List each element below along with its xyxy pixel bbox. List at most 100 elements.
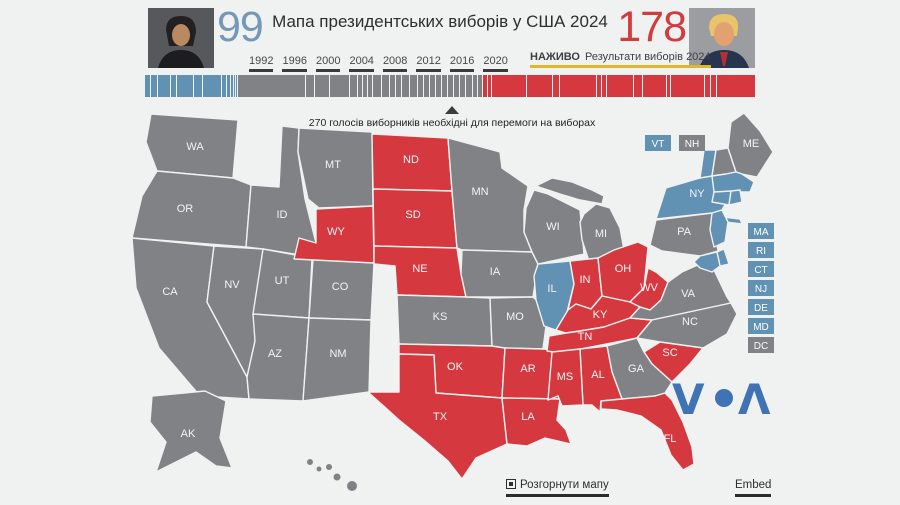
state-label-MI: MI [595,228,607,240]
state-box-NH[interactable] [679,135,705,151]
ev-bar-segment-undecided [430,75,436,97]
embed-underline [735,494,772,497]
year-tab-underline [282,69,307,72]
state-HI-island-4[interactable] [333,473,341,481]
tab-year-2020[interactable]: 2020 [483,55,508,72]
year-tab-underline [416,69,441,72]
state-box-MA[interactable] [748,223,774,239]
state-box-label-DC: DC [754,341,768,352]
expand-map-label: Розгорнути мапу [520,479,609,491]
ev-bar-segment-undecided [473,75,478,97]
state-HI-island-1[interactable] [307,459,313,465]
trump-silhouette [699,14,749,68]
state-HI-island-3[interactable] [326,464,332,470]
state-HI-island-2[interactable] [316,466,322,472]
page-title: Мапа президентських виборів у США 2024 [272,12,608,31]
state-label-MN: MN [471,186,488,198]
electoral-vote-bar [145,75,755,97]
ev-bar-segment-rep [488,75,492,97]
state-CT[interactable] [711,190,732,206]
year-tab-underline [449,69,475,72]
state-box-NJ[interactable] [748,280,774,296]
threshold-caption: 270 голосів виборників необхідні для пер… [308,117,596,129]
live-badge: НАЖИВО [530,51,580,63]
state-box-DC[interactable] [748,337,774,353]
ev-bar-segment-undecided [330,75,350,97]
ev-bar-segment-undecided [460,75,466,97]
live-results-label: Результати виборів 2024 [584,51,711,63]
state-RI[interactable] [728,189,743,206]
ev-bar-segment-rep [597,75,602,97]
ev-bar-segment-dem [231,75,234,97]
ev-bar-segment-dem [222,75,227,97]
state-NJ[interactable] [709,209,729,248]
embed-button[interactable]: Embed [735,479,772,497]
state-FL[interactable] [600,392,695,471]
tab-year-2008[interactable]: 2008 [382,55,408,72]
ev-bar-segment-rep [553,75,560,97]
tab-year-1992[interactable]: 1992 [249,55,274,72]
expand-map-button[interactable]: Розгорнути мапу [506,479,609,497]
ev-bar-segment-dem [151,75,158,97]
tab-year-1996[interactable]: 1996 [282,55,307,72]
state-AK[interactable] [149,390,233,473]
ev-bar-segment-undecided [238,75,306,97]
ev-bar-segment-rep [483,75,488,97]
tab-year-2004[interactable]: 2004 [349,55,374,72]
ev-bar-segment-undecided [454,75,460,97]
state-box-label-VT: VT [652,139,665,150]
expand-underline [506,494,609,497]
state-label-ME: ME [743,138,760,150]
ev-bar-segment-dem [194,75,203,97]
state-MD[interactable] [693,251,721,273]
state-label-OR: OR [177,203,194,215]
state-NC[interactable] [636,302,738,349]
state-label-TX: TX [433,411,448,423]
state-box-VT[interactable] [645,135,671,151]
tab-year-2000[interactable]: 2000 [315,55,341,72]
state-label-NC: NC [682,316,698,328]
state-box-RI[interactable] [748,242,774,258]
ev-bar-segment-rep [607,75,634,97]
state-MN[interactable] [447,137,533,253]
tab-year-2016[interactable]: 2016 [449,55,475,72]
ev-bar-segment-rep [711,75,717,97]
year-tab-underline [382,69,408,72]
ev-bar-segment-rep [602,75,607,97]
state-box-DE[interactable] [748,299,774,315]
state-ID[interactable] [245,125,317,258]
state-MT[interactable] [297,127,374,209]
state-box-label-MD: MD [753,322,769,333]
ev-bar-segment-dem [234,75,236,97]
ev-bar-segment-undecided [448,75,454,97]
state-TX[interactable] [367,353,508,480]
state-HI-island-5[interactable] [347,481,357,491]
state-label-PA: PA [677,226,692,238]
state-box-MD[interactable] [748,318,774,334]
ev-bar-segment-dem [145,75,151,97]
ev-bar-segment-dem [236,75,238,97]
state-label-KS: KS [433,311,448,323]
ev-bar-segment-undecided [315,75,330,97]
tab-live-results-2024[interactable]: НАЖИВО Результати виборів 2024 [530,51,711,68]
year-tab-underline [483,69,508,72]
ev-bar-segment-dem [203,75,222,97]
ev-bar-segment-undecided [363,75,368,97]
state-MI-UP[interactable] [535,177,605,205]
state-label-MT: MT [325,159,341,171]
state-LA[interactable] [501,397,572,447]
state-MS[interactable] [547,348,584,407]
state-label-SD: SD [405,209,420,221]
state-label-VA: VA [681,288,696,300]
state-label-IL: IL [547,283,556,295]
tab-year-2012[interactable]: 2012 [416,55,441,72]
voa-logo: V Λ [672,375,771,422]
state-box-label-CT: CT [754,265,767,276]
harris-photo [148,8,214,68]
state-box-CT[interactable] [748,261,774,277]
year-tab-underline [249,69,274,72]
voa-logo-v: V [672,375,705,422]
ev-bar-segment-undecided [358,75,363,97]
state-label-IA: IA [490,266,501,278]
